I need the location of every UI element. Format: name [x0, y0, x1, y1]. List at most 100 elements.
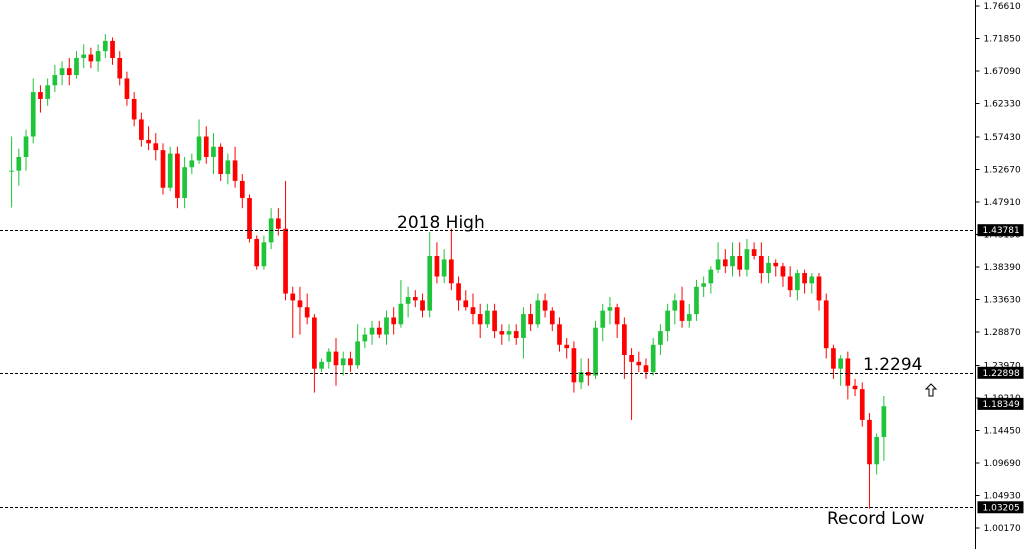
candle-body: [874, 436, 880, 465]
axis-tick-label: 1.71850: [984, 35, 1021, 45]
candle: [564, 337, 570, 359]
candle-body: [557, 324, 562, 345]
price-label-text: 1.22898: [983, 369, 1020, 379]
candle: [593, 320, 598, 379]
annotation-record-low: Record Low: [827, 509, 925, 529]
candle: [867, 413, 872, 509]
candle: [362, 327, 368, 349]
candle: [823, 293, 829, 359]
candle-body: [45, 85, 50, 99]
price-label: 1.22898: [977, 366, 1024, 379]
candle: [751, 242, 757, 260]
candle: [369, 320, 375, 345]
candle-body: [787, 276, 793, 291]
candle: [838, 355, 843, 386]
candle-body: [182, 167, 187, 198]
candle-body: [405, 296, 411, 304]
candle-body: [297, 300, 303, 308]
up-arrow-icon: [924, 383, 938, 397]
candle-body: [737, 256, 743, 270]
candle-body: [38, 92, 43, 99]
candle-body: [751, 249, 757, 257]
candle-body: [795, 273, 800, 291]
price-label: 1.03205: [977, 501, 1024, 514]
candle-body: [715, 259, 721, 270]
candle-body: [333, 351, 339, 366]
axis-tick-label: 1.76610: [984, 2, 1021, 12]
candle: [795, 269, 800, 301]
candle-body: [203, 136, 209, 157]
candle-body: [485, 310, 490, 325]
candle-body: [528, 314, 533, 325]
candle-body: [578, 372, 584, 383]
candle: [607, 296, 613, 325]
candle-body: [340, 358, 346, 366]
candle: [88, 47, 94, 69]
candle-body: [369, 327, 375, 335]
candle: [225, 153, 231, 185]
candle-body: [23, 136, 29, 157]
candle-body: [290, 293, 296, 301]
candle: [650, 337, 656, 376]
price-axis: 1.76610 1.71850 1.67090 1.62330 1.57430 1.526…: [975, 0, 1021, 549]
candle-body: [449, 259, 454, 284]
candle-body: [52, 75, 58, 86]
axis-tick-label: 1.14450: [984, 426, 1021, 436]
candle-body: [470, 307, 476, 315]
candle: [636, 351, 642, 373]
price-label-text: 1.18349: [983, 400, 1020, 410]
candle: [275, 208, 281, 236]
candle-body: [196, 136, 202, 161]
candle: [542, 293, 548, 318]
candle: [376, 320, 382, 338]
candle: [686, 303, 692, 328]
candle: [485, 303, 490, 328]
reference-lines: [0, 230, 976, 508]
candle-body: [434, 256, 440, 277]
candle-body: [312, 317, 317, 369]
axis-tick-label: 1.00170: [984, 524, 1021, 534]
candle: [420, 293, 425, 318]
candle: [859, 382, 865, 427]
candle: [694, 279, 699, 321]
candle-body: [600, 310, 606, 328]
candle: [405, 286, 411, 318]
candle: [845, 351, 851, 400]
candle: [218, 143, 224, 181]
candle: [787, 266, 793, 297]
candle-body: [81, 54, 87, 58]
candle-body: [463, 300, 469, 308]
candle: [254, 235, 260, 270]
candle-body: [506, 331, 512, 335]
candle-body: [239, 180, 245, 198]
candle: [643, 358, 649, 379]
candle: [196, 119, 202, 164]
annotations: 2018 High 1.2294 Record Low: [397, 213, 938, 529]
candle: [391, 307, 397, 335]
price-labels: 1.43781 1.22898 1.18349 1.03205: [977, 224, 1024, 514]
candle-body: [189, 160, 195, 168]
candle: [816, 273, 822, 311]
candle-body: [420, 300, 425, 311]
axis-tick-label: 1.52670: [984, 165, 1021, 175]
candles: [9, 34, 887, 509]
candle: [81, 44, 87, 69]
price-label-box: [977, 501, 1024, 514]
candle-body: [549, 310, 555, 325]
candle-body: [9, 170, 14, 172]
axis-tick-label: 1.62330: [984, 100, 1021, 110]
candle: [139, 112, 144, 147]
candle: [506, 324, 512, 342]
candle-body: [427, 256, 433, 311]
candle: [679, 286, 685, 328]
candle: [585, 358, 591, 386]
candle: [600, 303, 606, 342]
axis-tick-label: 1.67090: [984, 67, 1021, 77]
candle-body: [585, 372, 591, 376]
candle: [247, 194, 252, 243]
candle: [211, 133, 216, 175]
candle: [16, 148, 22, 186]
candle: [477, 303, 483, 338]
price-label-box: [977, 224, 1024, 237]
